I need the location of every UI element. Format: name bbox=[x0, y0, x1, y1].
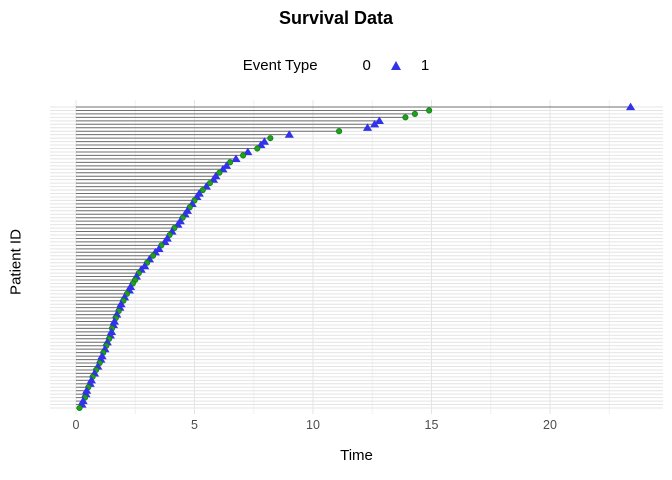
event-marker-triangle bbox=[243, 147, 253, 156]
event-marker-circle bbox=[149, 252, 157, 259]
event-marker-circle bbox=[336, 128, 343, 135]
event-marker-circle bbox=[402, 114, 409, 121]
legend-title: Event Type bbox=[242, 56, 318, 74]
x-tick-label: 5 bbox=[191, 418, 198, 432]
event-marker-circle bbox=[199, 186, 206, 194]
legend-item-event-1: 1 bbox=[390, 56, 430, 74]
event-marker-triangle bbox=[362, 123, 373, 131]
event-marker-triangle bbox=[109, 317, 119, 325]
x-tick-label: 10 bbox=[306, 418, 320, 432]
x-tick-label: 0 bbox=[73, 418, 80, 432]
triangle-marker-icon bbox=[390, 60, 401, 70]
legend-item-event-0: 0 bbox=[338, 57, 371, 74]
event-marker-circle bbox=[227, 159, 234, 166]
x-tick-label: 15 bbox=[425, 418, 439, 432]
legend-item-label: 1 bbox=[420, 56, 430, 74]
event-marker-circle bbox=[76, 404, 83, 412]
event-marker-circle bbox=[267, 135, 274, 142]
legend-item-label: 0 bbox=[362, 56, 371, 74]
x-tick-label: 20 bbox=[543, 418, 557, 432]
legend: Event Type 0 1 bbox=[0, 54, 672, 76]
event-marker-triangle bbox=[370, 119, 380, 128]
event-marker-circle bbox=[216, 169, 223, 176]
chart-title: Survival Data bbox=[278, 8, 394, 28]
event-marker-triangle bbox=[284, 130, 294, 138]
event-marker-circle bbox=[254, 145, 261, 152]
event-marker-triangle bbox=[231, 154, 241, 162]
x-axis-label: Time bbox=[340, 447, 373, 464]
event-marker-circle bbox=[206, 180, 213, 187]
event-marker-triangle bbox=[625, 102, 636, 111]
event-marker-triangle bbox=[82, 386, 92, 394]
event-marker-circle bbox=[426, 107, 433, 114]
event-marker-circle bbox=[240, 152, 247, 159]
event-marker-triangle bbox=[374, 116, 384, 124]
event-marker-circle bbox=[411, 110, 418, 117]
